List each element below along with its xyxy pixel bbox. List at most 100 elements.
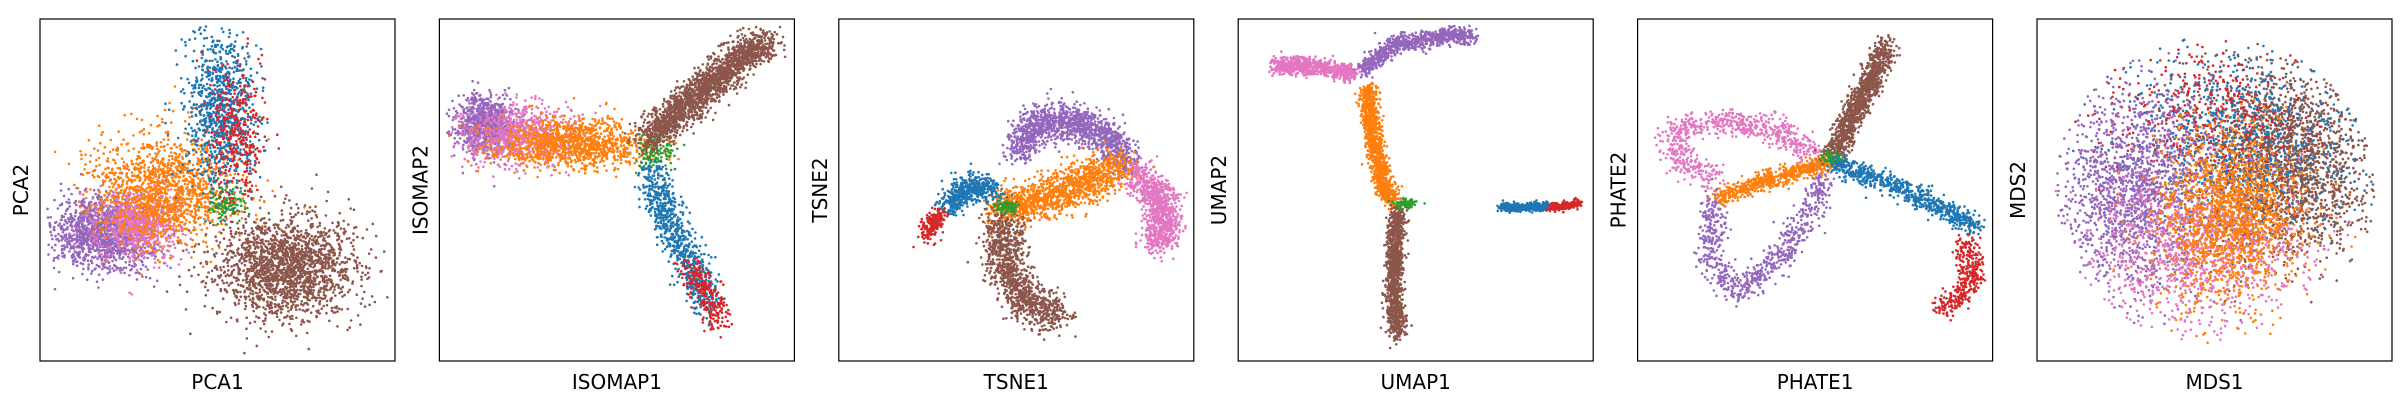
pca-point xyxy=(238,104,242,108)
pca-point xyxy=(81,250,85,253)
pca-point xyxy=(256,125,260,128)
pca-point xyxy=(163,149,166,152)
pca-point xyxy=(215,156,218,160)
pca-point xyxy=(184,222,187,225)
pca-point xyxy=(252,123,256,126)
pca-point xyxy=(204,192,208,196)
pca-point xyxy=(211,59,214,63)
pca-point xyxy=(203,200,207,204)
pca-point xyxy=(254,90,258,94)
pca-point xyxy=(185,187,188,190)
pca-point xyxy=(225,113,228,116)
pca-point xyxy=(141,252,145,255)
pca-point xyxy=(218,84,221,87)
pca-point xyxy=(162,210,165,214)
pca-point xyxy=(239,148,242,151)
pca-point xyxy=(212,202,216,205)
pca-point xyxy=(242,148,246,151)
pca-point xyxy=(115,249,119,253)
pca-point xyxy=(135,184,139,188)
pca-point xyxy=(159,168,163,171)
pca-point xyxy=(158,149,161,153)
pca-point xyxy=(206,214,209,218)
pca-point xyxy=(97,175,101,179)
pca-point xyxy=(188,38,191,41)
pca-point xyxy=(193,215,196,219)
pca-point xyxy=(246,42,249,45)
pca-point xyxy=(241,129,244,132)
pca-point xyxy=(94,255,97,258)
pca-point xyxy=(205,107,208,111)
pca-point xyxy=(222,211,225,215)
pca-point xyxy=(199,26,202,29)
pca-point xyxy=(115,240,118,244)
pca-point xyxy=(177,229,181,232)
pca-point xyxy=(117,267,120,270)
pca-point xyxy=(158,248,161,252)
pca-point xyxy=(232,187,235,191)
pca-point xyxy=(183,119,187,123)
pca-point xyxy=(175,200,179,204)
pca-point xyxy=(188,159,191,163)
pca-point xyxy=(221,129,225,132)
pca-point xyxy=(227,169,231,173)
pca-point xyxy=(108,251,112,254)
pca-point xyxy=(123,190,127,194)
pca-point xyxy=(71,216,74,220)
pca-point xyxy=(107,206,110,210)
pca-point xyxy=(163,108,167,112)
pca-point xyxy=(209,103,213,106)
pca-point xyxy=(131,251,134,255)
pca-point xyxy=(150,147,154,150)
pca-point xyxy=(116,252,119,255)
pca-point xyxy=(161,229,165,232)
pca-point xyxy=(133,231,136,234)
pca-point xyxy=(59,182,63,186)
pca-point xyxy=(127,168,131,172)
pca-point xyxy=(243,120,247,124)
pca-point xyxy=(194,86,197,90)
pca-point xyxy=(220,156,223,159)
pca-point xyxy=(146,204,149,208)
pca-point xyxy=(152,197,156,201)
pca-point xyxy=(50,246,54,249)
pca-point xyxy=(57,232,60,236)
pca-point xyxy=(138,245,142,248)
pca-point xyxy=(215,80,219,84)
pca-point xyxy=(181,108,185,111)
pca-point xyxy=(117,195,120,199)
pca-point xyxy=(154,188,158,191)
pca-point xyxy=(127,149,130,152)
pca-point xyxy=(217,207,220,210)
pca-point xyxy=(219,266,222,269)
pca-point xyxy=(185,218,188,222)
pca-point xyxy=(142,166,146,169)
pca-point xyxy=(200,202,203,206)
pca-point xyxy=(216,115,220,119)
pca-point xyxy=(124,266,128,270)
pca-point xyxy=(106,220,109,223)
pca-point xyxy=(212,104,215,108)
pca-point xyxy=(225,155,228,158)
pca-point xyxy=(105,249,109,253)
pca-point xyxy=(188,190,192,193)
pca-point xyxy=(126,219,129,222)
pca-point xyxy=(119,271,123,275)
pca-point xyxy=(115,191,119,195)
pca-point xyxy=(134,195,137,199)
pca-point xyxy=(111,221,114,224)
pca-point xyxy=(198,187,201,191)
pca-point xyxy=(232,150,236,153)
pca-point xyxy=(171,255,175,258)
pca-point xyxy=(133,254,136,257)
pca-point xyxy=(222,30,225,34)
pca-point xyxy=(210,155,214,158)
pca-point xyxy=(185,202,189,206)
pca-point xyxy=(212,168,215,171)
pca-point xyxy=(218,78,221,81)
pca-point xyxy=(207,142,210,146)
pca-point xyxy=(223,105,227,109)
pca-point xyxy=(210,187,214,191)
pca-point xyxy=(134,271,138,275)
pca-point xyxy=(186,167,189,170)
